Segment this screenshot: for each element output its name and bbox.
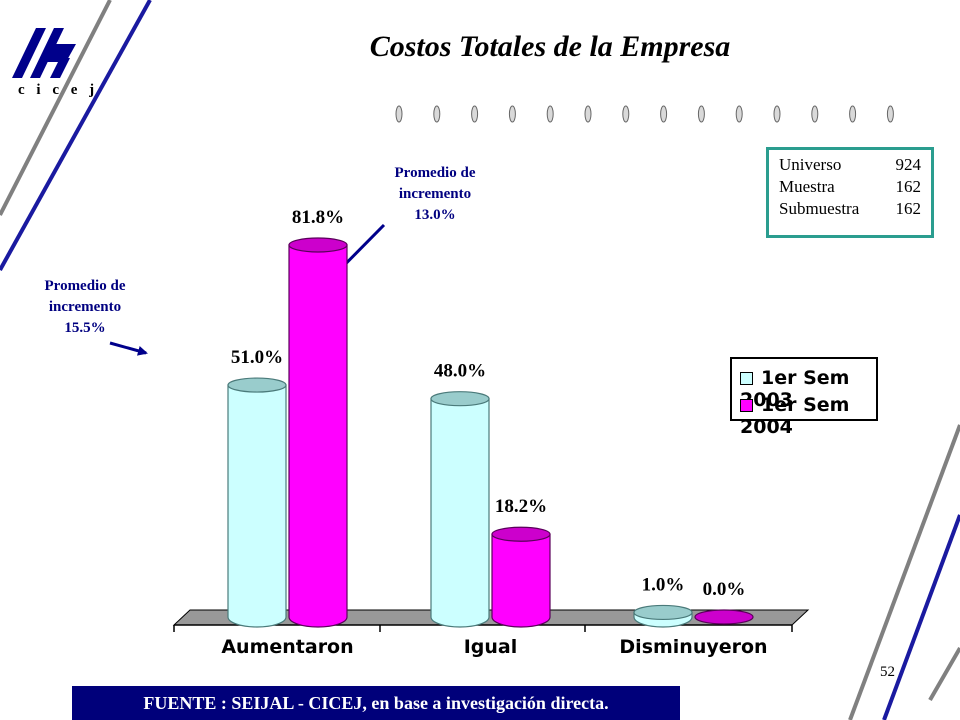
bar-body <box>491 533 551 628</box>
x-tick-label: Disminuyeron <box>619 636 767 658</box>
deco-ellipse <box>546 105 554 123</box>
annotation-line: incremento <box>398 186 472 202</box>
bar-disminuyeron-2 <box>694 609 754 625</box>
data-label: 18.2% <box>495 496 547 517</box>
deco-line-bottom-blue <box>882 514 960 720</box>
deco-ellipse <box>735 105 743 123</box>
bar-cap <box>288 237 348 253</box>
legend-item-2004: 1er Sem 2004 <box>740 394 876 438</box>
bar-aumentaron-2 <box>288 237 348 628</box>
bar-aumentaron-1 <box>227 377 287 628</box>
info-value: 924 <box>895 155 922 174</box>
annotation-average-increase-2004: Promedio de incremento 13.0% <box>370 163 500 226</box>
info-value: 162 <box>895 177 922 196</box>
page-title: Costos Totales de la Empresa <box>369 30 731 63</box>
deco-line-top-grey <box>0 0 112 216</box>
deco-line-bottom-grey <box>928 647 960 701</box>
bar-disminuyeron-1 <box>633 604 693 628</box>
page-number: 52 <box>880 664 895 680</box>
legend-swatch <box>740 399 753 412</box>
deco-ellipse <box>886 105 894 123</box>
legend-label: 1er Sem 2003 <box>740 367 850 411</box>
logo-text: c i c e j <box>18 82 99 98</box>
deco-ellipse <box>433 105 441 123</box>
chart-legend: 1er Sem 2003 1er Sem 2004 <box>730 357 878 438</box>
annotation-arrow-1 <box>109 341 148 356</box>
data-label: 1.0% <box>642 574 685 595</box>
bar-body <box>227 384 287 628</box>
annotation-line: Promedio de <box>394 165 476 181</box>
annotation-average-increase-2003: Promedio de incremento 15.5% <box>20 276 150 339</box>
legend-swatch <box>740 372 753 385</box>
deco-ellipse <box>471 105 479 123</box>
annotation-line: 13.0% <box>414 207 456 223</box>
x-tick-label: Aumentaron <box>221 636 353 658</box>
info-row-muestra: Muestra 162 <box>779 176 921 198</box>
data-label: 0.0% <box>703 579 746 600</box>
bar-cap <box>491 526 551 542</box>
labels-group: 51.0% 81.8% Aumentaron 48.0% 18.2% Igual 1.0% 0… <box>221 207 767 658</box>
bar-cap <box>633 604 693 621</box>
deco-line-bottom-grey-2 <box>848 424 960 720</box>
bar-body <box>430 398 490 628</box>
deco-ellipse <box>395 105 403 123</box>
info-label: Muestra <box>779 177 835 196</box>
logo-graphic <box>12 28 76 78</box>
bar-igual-2 <box>491 526 551 628</box>
info-row-submuestra: Submuestra 162 <box>779 198 921 220</box>
info-label: Submuestra <box>779 199 860 218</box>
info-row-universo: Universo 924 <box>779 154 921 176</box>
deco-ellipse <box>508 105 516 123</box>
annotation-line: 15.5% <box>64 320 106 336</box>
annotation-line: Promedio de <box>44 278 126 294</box>
info-value: 162 <box>895 199 922 218</box>
source-footer: FUENTE : SEIJAL - CICEJ, en base a inves… <box>72 686 680 720</box>
x-axis-ticks <box>173 625 793 632</box>
data-label: 81.8% <box>292 207 344 228</box>
deco-ellipse <box>622 105 630 123</box>
decorative-ellipse-row <box>395 105 894 123</box>
deco-ellipse <box>660 105 668 123</box>
deco-ellipse <box>584 105 592 123</box>
deco-ellipse <box>811 105 819 123</box>
bar-igual-1 <box>430 391 490 628</box>
data-label: 48.0% <box>434 361 486 382</box>
x-tick-label: Igual <box>464 636 518 658</box>
deco-ellipse <box>849 105 857 123</box>
sample-info-box: Universo 924 Muestra 162 Submuestra 162 <box>766 147 934 238</box>
deco-ellipse <box>773 105 781 123</box>
annotation-line: incremento <box>48 299 122 315</box>
bar-cap <box>694 609 754 625</box>
info-label: Universo <box>779 155 842 174</box>
data-label: 51.0% <box>231 347 283 368</box>
bars-group <box>227 237 754 628</box>
bar-body <box>288 244 348 628</box>
bar-cap <box>227 377 287 393</box>
deco-ellipse <box>697 105 705 123</box>
deco-line-top-blue <box>0 0 152 271</box>
bar-cap <box>430 391 490 407</box>
legend-item-2003: 1er Sem 2003 <box>740 367 876 411</box>
legend-label: 1er Sem 2004 <box>740 394 850 438</box>
